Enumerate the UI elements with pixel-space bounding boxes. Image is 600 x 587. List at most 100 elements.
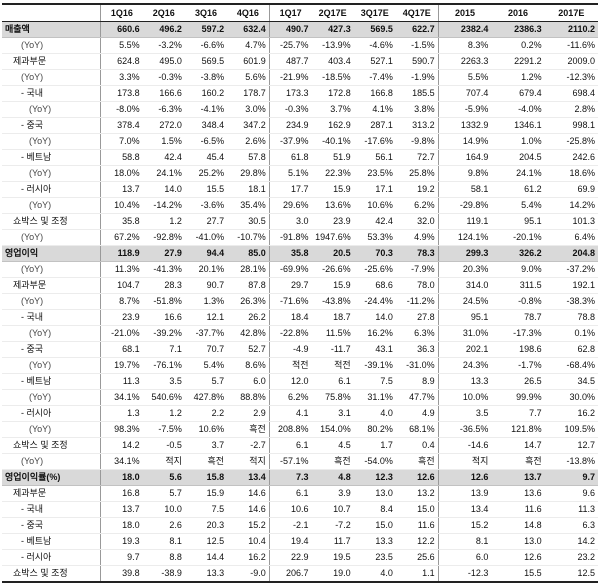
cell: 162.9 [311, 117, 354, 134]
cell: -5.9% [437, 101, 492, 118]
table-row: (YoY) 11.3% -41.3% 20.1% 28.1% -69.9% -26.6% -2… [2, 261, 598, 278]
cell: 3.3% [99, 69, 143, 86]
cell: 204.5 [491, 149, 545, 166]
cell: -39.1% [353, 357, 396, 374]
cell: 27.8 [395, 309, 439, 326]
cell: 12.5 [544, 565, 598, 583]
cell: 20.5 [311, 245, 354, 262]
cell: -36.5% [437, 421, 492, 438]
cell: 4.9% [395, 229, 439, 246]
cell: -3.6% [184, 197, 228, 214]
cell: 5.7 [184, 373, 228, 390]
cell: -8.0% [99, 101, 143, 118]
cell: 206.7 [268, 565, 312, 583]
cell: 18.0% [99, 165, 143, 182]
cell: 198.6 [491, 341, 545, 358]
cell: 5.5% [437, 69, 492, 86]
cell: 7.3 [268, 469, 312, 486]
cell: 287.1 [353, 117, 396, 134]
row-label: (YoY) [2, 69, 101, 86]
cell: 19.4 [268, 533, 312, 550]
cell: 4.0 [353, 565, 396, 583]
cell: 94.4 [184, 245, 228, 262]
cell: 8.8 [142, 549, 185, 566]
cell: -11.2% [395, 293, 439, 310]
cell: 3.7 [184, 437, 228, 454]
cell: 6.0 [437, 549, 492, 566]
cell: 12.2 [395, 533, 439, 550]
cell: 13.7 [99, 181, 143, 198]
column-header: 4Q17E [395, 3, 439, 22]
cell: 7.5 [353, 373, 396, 390]
cell: 80.2% [353, 421, 396, 438]
row-label: (YoY) [2, 293, 101, 310]
cell: -9.0 [227, 565, 270, 583]
cell: 4.1% [353, 101, 396, 118]
cell: -37.9% [268, 133, 312, 150]
table-row: 매출액 660.6 496.2 597.2 632.4 490.7 427.3 569.5 62… [2, 21, 598, 38]
cell: 25.6 [395, 549, 439, 566]
cell: 78.0 [395, 277, 439, 294]
cell: 160.2 [184, 85, 228, 102]
table-row: (YoY) -21.0% -39.2% -37.7% 42.8% -22.8% 11.5% 1… [2, 325, 598, 342]
cell: -3.2% [142, 37, 185, 54]
cell: 1.2 [142, 213, 185, 230]
cell: 624.8 [99, 53, 143, 70]
cell: 흑전 [311, 453, 354, 470]
cell: -6.6% [184, 37, 228, 54]
row-label: - 베트남 [2, 373, 101, 390]
table-row: - 국내 23.9 16.6 12.1 26.2 18.4 18.7 14.0 27.8 95.1… [2, 309, 598, 326]
cell: 13.6 [491, 485, 545, 502]
cell: 1.2 [142, 405, 185, 422]
cell: -69.9% [268, 261, 312, 278]
row-label: 영업이익률(%) [2, 469, 101, 486]
cell: 18.0 [99, 469, 143, 486]
cell: -14.6 [437, 437, 492, 454]
table-row: 영업이익률(%) 18.0 5.6 15.8 13.4 7.3 4.8 12.3 12.6 12.… [2, 469, 598, 486]
cell: 18.7 [311, 309, 354, 326]
cell: -39.2% [142, 325, 185, 342]
cell: 30.5 [227, 213, 270, 230]
cell: 31.0% [437, 325, 492, 342]
cell: 적전 [268, 357, 312, 374]
cell: 590.7 [395, 53, 439, 70]
cell: 6.3 [544, 517, 598, 534]
cell: 22.3% [311, 165, 354, 182]
cell: 8.6% [227, 357, 270, 374]
table-row: - 베트남 11.3 3.5 5.7 6.0 12.0 6.1 7.5 8.9 13.3 26.5 3… [2, 373, 598, 390]
header-row: 1Q16 2Q16 3Q16 4Q16 1Q17 2Q17E 3Q17E 4Q17E 2015 2… [2, 3, 598, 22]
cell: 622.7 [395, 21, 439, 38]
table-row: (YoY) 7.0% 1.5% -6.5% 2.6% -37.9% -40.1% -17.6%… [2, 133, 598, 150]
cell: 19.2 [395, 181, 439, 198]
cell: -1.7% [491, 357, 545, 374]
cell: 13.4 [437, 501, 492, 518]
cell: 9.0% [491, 261, 545, 278]
cell: 적지 [142, 453, 185, 470]
cell: 11.7 [311, 533, 354, 550]
cell: 178.7 [227, 85, 270, 102]
cell: 6.4% [544, 229, 598, 246]
cell: 53.3% [353, 229, 396, 246]
cell: 18.4 [268, 309, 312, 326]
cell: 5.6% [227, 69, 270, 86]
row-label: (YoY) [2, 453, 101, 470]
cell: 427.8% [184, 389, 228, 406]
cell: 85.0 [227, 245, 270, 262]
cell: 173.8 [99, 85, 143, 102]
cell: 12.3 [353, 469, 396, 486]
cell: 13.2 [395, 485, 439, 502]
cell: 95.1 [491, 213, 545, 230]
cell: -17.3% [491, 325, 545, 342]
cell: 3.7% [311, 101, 354, 118]
row-label: - 국내 [2, 309, 101, 326]
cell: 78.8 [544, 309, 598, 326]
cell: 17.7 [268, 181, 312, 198]
table-row: 제과부문 624.8 495.0 569.5 601.9 487.7 403.4 527.1 5… [2, 53, 598, 70]
cell: -0.5 [142, 437, 185, 454]
cell: 2.6% [227, 133, 270, 150]
row-label: 제과부문 [2, 485, 101, 502]
cell: 2382.4 [437, 21, 492, 38]
cell: 14.2 [99, 437, 143, 454]
cell: 8.3% [437, 37, 492, 54]
cell: 14.7 [491, 437, 545, 454]
